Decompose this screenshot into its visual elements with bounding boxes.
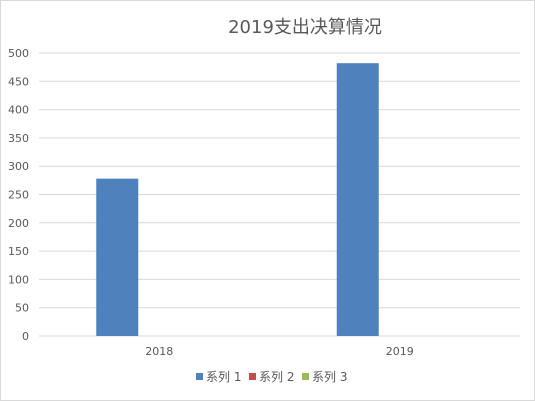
chart-title: 2019支出决算情况 [228,17,382,38]
y-tick-label: 100 [8,273,29,286]
y-tick-label: 50 [15,302,29,315]
legend-swatch [249,373,256,380]
bar-2018-series-1 [96,178,139,336]
legend-swatch [302,373,309,380]
y-tick-label: 250 [8,189,29,202]
y-tick-label: 500 [8,47,29,60]
legend-label: 系列 3 [312,370,347,384]
legend-label: 系列 2 [259,370,294,384]
y-tick-label: 300 [8,160,29,173]
x-axis-ticks: 2018 2019 [145,345,414,358]
y-tick-label: 450 [8,75,29,88]
legend-label: 系列 1 [206,370,241,384]
bars [96,63,379,337]
y-tick-label: 200 [8,217,29,230]
y-axis-ticks: 0 50 100 150 200 250 300 350 400 450 500 [8,47,29,343]
x-tick-label: 2018 [145,345,173,358]
y-tick-label: 150 [8,245,29,258]
y-tick-label: 350 [8,132,29,145]
legend: 系列 1 系列 2 系列 3 [196,370,347,384]
y-tick-label: 0 [22,330,29,343]
x-tick-label: 2019 [386,345,414,358]
legend-swatch [196,373,203,380]
bar-2019-series-1 [336,63,379,337]
y-tick-label: 400 [8,104,29,117]
